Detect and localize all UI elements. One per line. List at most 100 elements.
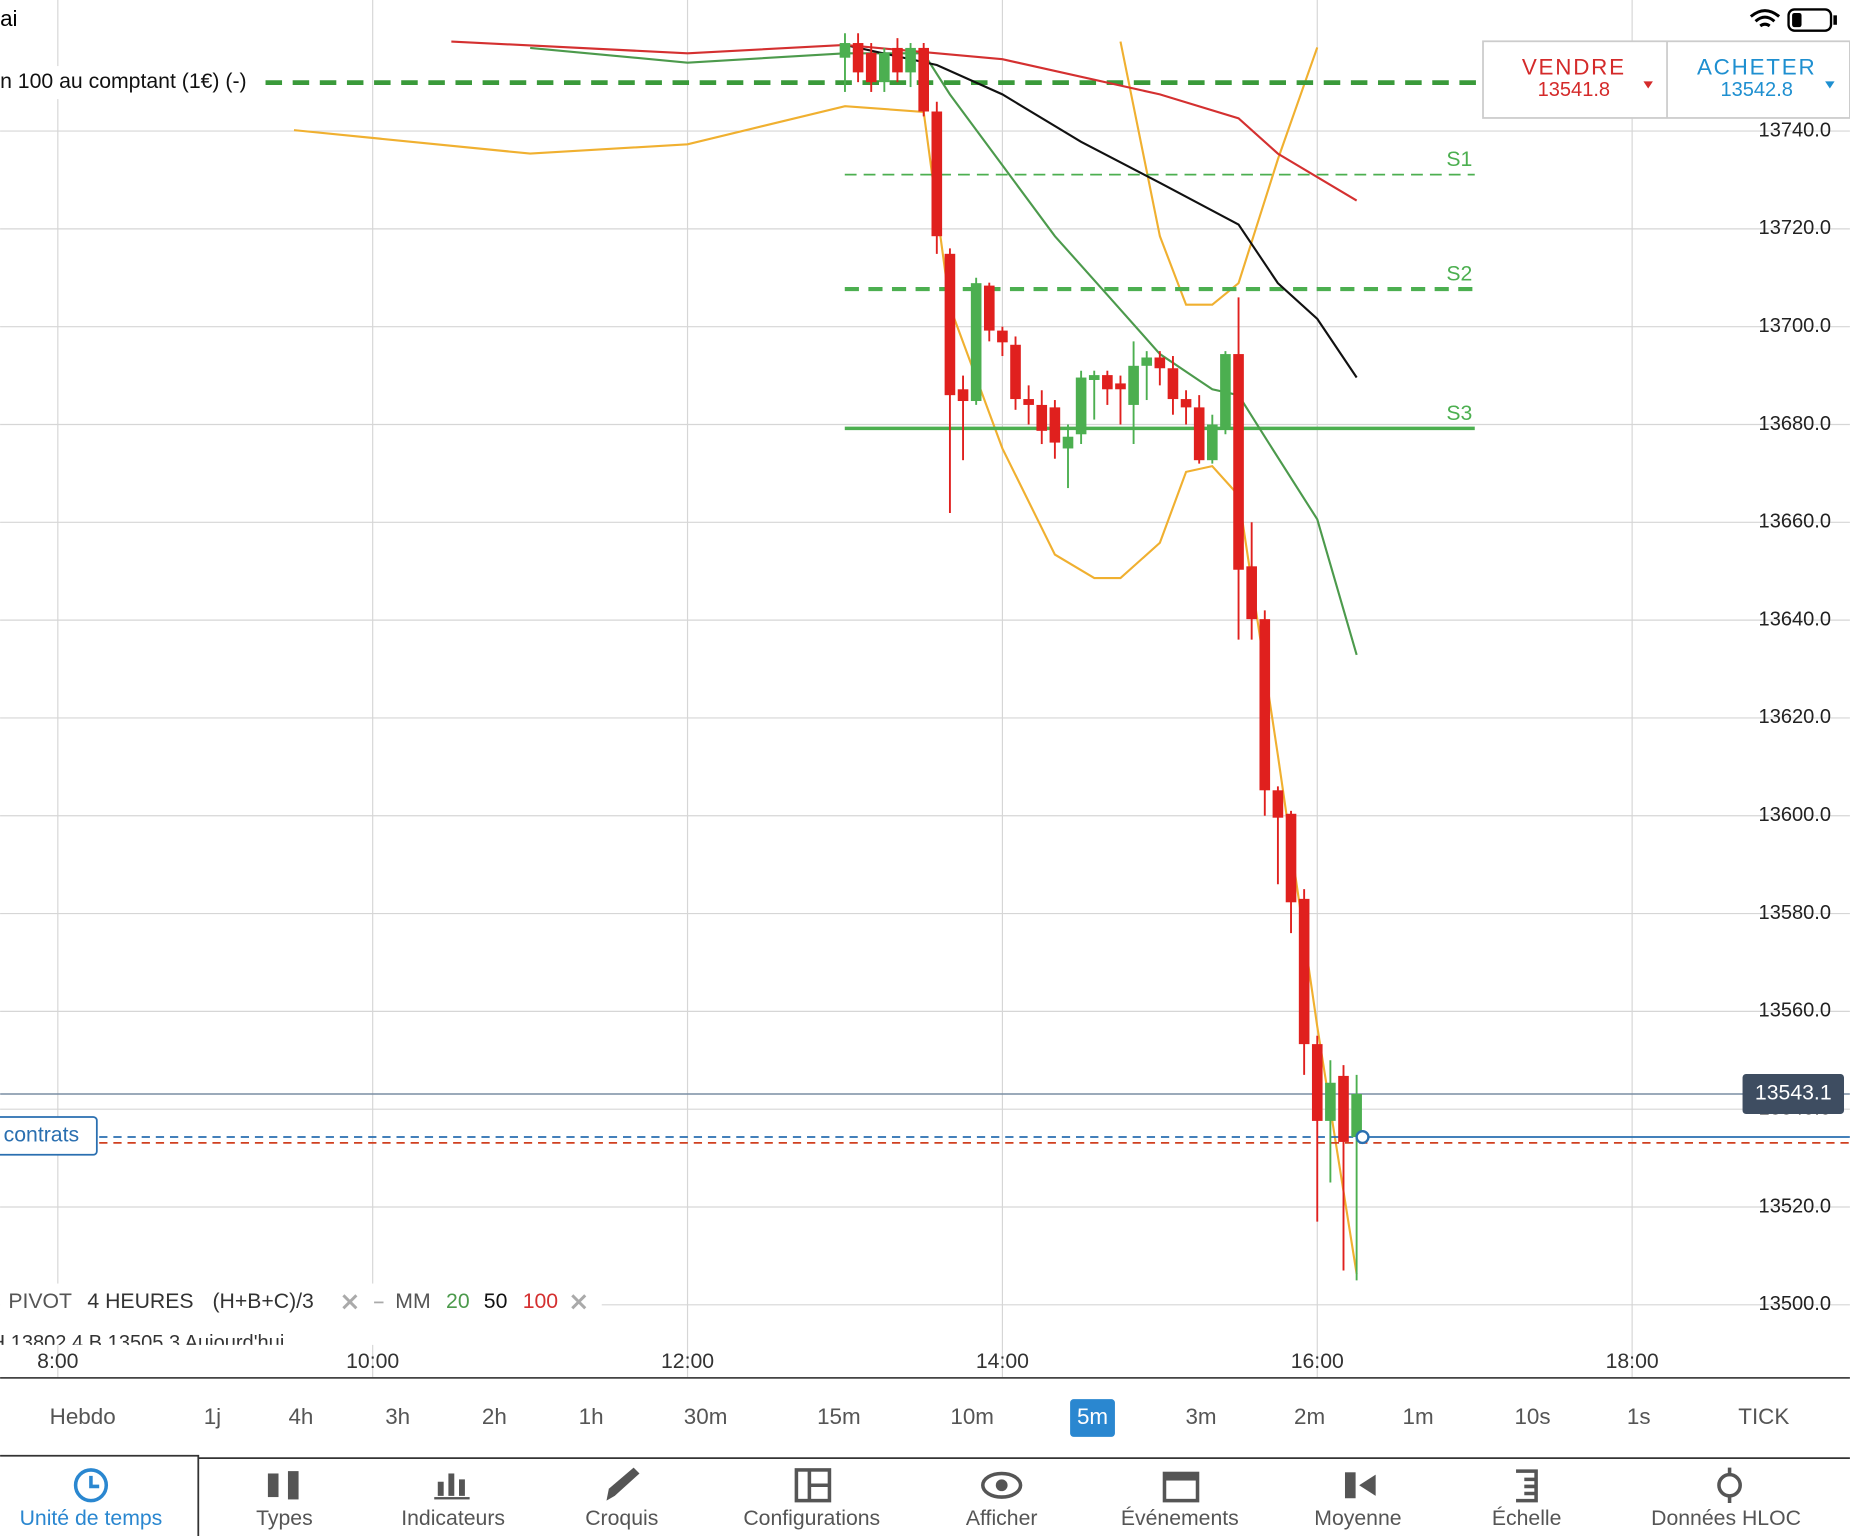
- candle-body: [1272, 790, 1284, 818]
- toolbar-icons: [73, 1467, 1742, 1503]
- candle-body: [1193, 407, 1205, 461]
- candle-body: [983, 285, 995, 331]
- toolbar-item[interactable]: Événements: [1121, 1505, 1239, 1530]
- y-tick-label: 13660.0: [1759, 511, 1831, 533]
- candle-body: [1115, 383, 1126, 390]
- candle-body: [905, 47, 916, 73]
- candle-body: [957, 389, 969, 402]
- legend-bg: [0, 1283, 602, 1345]
- x-tick-label: 12:00: [661, 1350, 714, 1373]
- status-icons: [1749, 8, 1837, 32]
- x-tick-label: 14:00: [976, 1350, 1029, 1373]
- candle-body: [1102, 375, 1113, 390]
- timeframe[interactable]: 2h: [482, 1404, 507, 1429]
- y-tick-label: 13500.0: [1759, 1293, 1831, 1315]
- y-tick-label: 13700.0: [1759, 315, 1831, 337]
- timeframe[interactable]: 3m: [1185, 1404, 1216, 1429]
- support-label: S1: [1446, 148, 1472, 171]
- legend-info: H 13802.4 B 13505.3 Aujourd'hui: [0, 1332, 284, 1354]
- legend-remove[interactable]: [342, 1294, 358, 1310]
- bollinger-upper: [1119, 41, 1319, 306]
- timeframe[interactable]: 3h: [385, 1404, 410, 1429]
- timeframe[interactable]: TICK: [1738, 1404, 1789, 1429]
- candle-body: [1246, 566, 1257, 620]
- buy-button[interactable]: ACHETER: [1697, 54, 1816, 79]
- candle-body: [1088, 375, 1100, 380]
- candle-body: [1154, 357, 1166, 369]
- toolbar-item[interactable]: Croquis: [585, 1507, 658, 1530]
- toolbar-item[interactable]: Types: [256, 1507, 313, 1530]
- candle-body: [1167, 368, 1179, 400]
- candle-body: [1338, 1075, 1349, 1142]
- candle-body: [1141, 357, 1153, 366]
- toolbar-item[interactable]: Unité de temps: [20, 1507, 163, 1530]
- candle-body: [1233, 354, 1244, 570]
- timeframe[interactable]: 10m: [950, 1404, 994, 1429]
- legend-entry: 100: [523, 1290, 558, 1313]
- candle-body: [892, 47, 903, 73]
- candle-body: [865, 52, 877, 83]
- legend-entry: 50: [484, 1290, 508, 1313]
- instrument-bg: [0, 66, 262, 100]
- legend-entry: 20: [446, 1290, 470, 1313]
- candle-body: [944, 253, 956, 396]
- candle-body: [1325, 1082, 1336, 1121]
- timeframe[interactable]: 1h: [579, 1404, 604, 1429]
- x-tick-label: 18:00: [1606, 1350, 1659, 1373]
- x-tick-label: 8:00: [37, 1350, 78, 1373]
- sell-button[interactable]: VENDRE: [1522, 54, 1626, 79]
- legend-remove[interactable]: [571, 1294, 587, 1310]
- y-tick-label: 13600.0: [1759, 804, 1831, 826]
- order-label[interactable]: contrats: [4, 1123, 79, 1146]
- toolbar-item[interactable]: Configurations: [743, 1507, 880, 1530]
- last-price-text: 13543.1: [1755, 1082, 1832, 1105]
- timeframe[interactable]: 1j: [204, 1404, 221, 1429]
- timeframe[interactable]: 4h: [288, 1404, 313, 1429]
- candle-body: [1128, 365, 1139, 405]
- candle-body: [1062, 436, 1074, 449]
- candle-body: [1351, 1094, 1362, 1138]
- toolbar-item[interactable]: Moyenne: [1314, 1507, 1401, 1530]
- timeframe[interactable]: 10s: [1514, 1404, 1550, 1429]
- timeframe[interactable]: 30m: [684, 1404, 728, 1429]
- legend-pivot: PIVOT: [8, 1290, 72, 1313]
- sell-arrow: [1643, 81, 1653, 89]
- moving-average: [844, 43, 1358, 379]
- candle-body: [1259, 619, 1271, 791]
- toolbar-item[interactable]: Données HLOC: [1651, 1507, 1801, 1530]
- y-tick-label: 13680.0: [1759, 413, 1831, 435]
- legend-formula: (H+B+C)/3: [212, 1290, 313, 1313]
- y-tick-label: 13720.0: [1759, 217, 1831, 239]
- toolbar-border: [0, 1454, 1850, 1536]
- support-label: S2: [1446, 262, 1472, 285]
- toolbar-item[interactable]: Afficher: [966, 1507, 1038, 1530]
- sell-price[interactable]: 13541.8: [1538, 79, 1610, 101]
- candle-body: [1036, 404, 1048, 431]
- candle-body: [1207, 424, 1218, 461]
- y-tick-label: 13560.0: [1759, 1000, 1831, 1022]
- candle-body: [879, 52, 890, 83]
- timeframe[interactable]: 1s: [1627, 1404, 1651, 1429]
- timeframe[interactable]: 15m: [817, 1404, 861, 1429]
- order-handle[interactable]: [1355, 1129, 1370, 1145]
- candle-body: [1023, 399, 1034, 405]
- candle-body: [997, 330, 1008, 343]
- moving-average: [530, 46, 1358, 656]
- buy-price[interactable]: 13542.8: [1720, 79, 1792, 101]
- order-label-box[interactable]: [0, 1116, 98, 1156]
- candle-body: [1180, 399, 1192, 408]
- candle-body: [918, 47, 929, 112]
- toolbar-item[interactable]: Échelle: [1492, 1505, 1562, 1530]
- timeframe[interactable]: Hebdo: [50, 1404, 116, 1429]
- timeframe[interactable]: 1m: [1403, 1404, 1434, 1429]
- candle-body: [1049, 407, 1061, 443]
- toolbar-item[interactable]: Indicateurs: [401, 1507, 505, 1530]
- timeframe[interactable]: 2m: [1294, 1404, 1325, 1429]
- y-tick-label: 13520.0: [1759, 1195, 1831, 1217]
- candle-body: [852, 43, 864, 73]
- timeframe-selected[interactable]: [1070, 1399, 1115, 1437]
- timeframe[interactable]: 5m: [1077, 1404, 1108, 1429]
- candle-body: [839, 43, 851, 58]
- instrument-label: n 100 au comptant (1€) (-): [0, 70, 247, 93]
